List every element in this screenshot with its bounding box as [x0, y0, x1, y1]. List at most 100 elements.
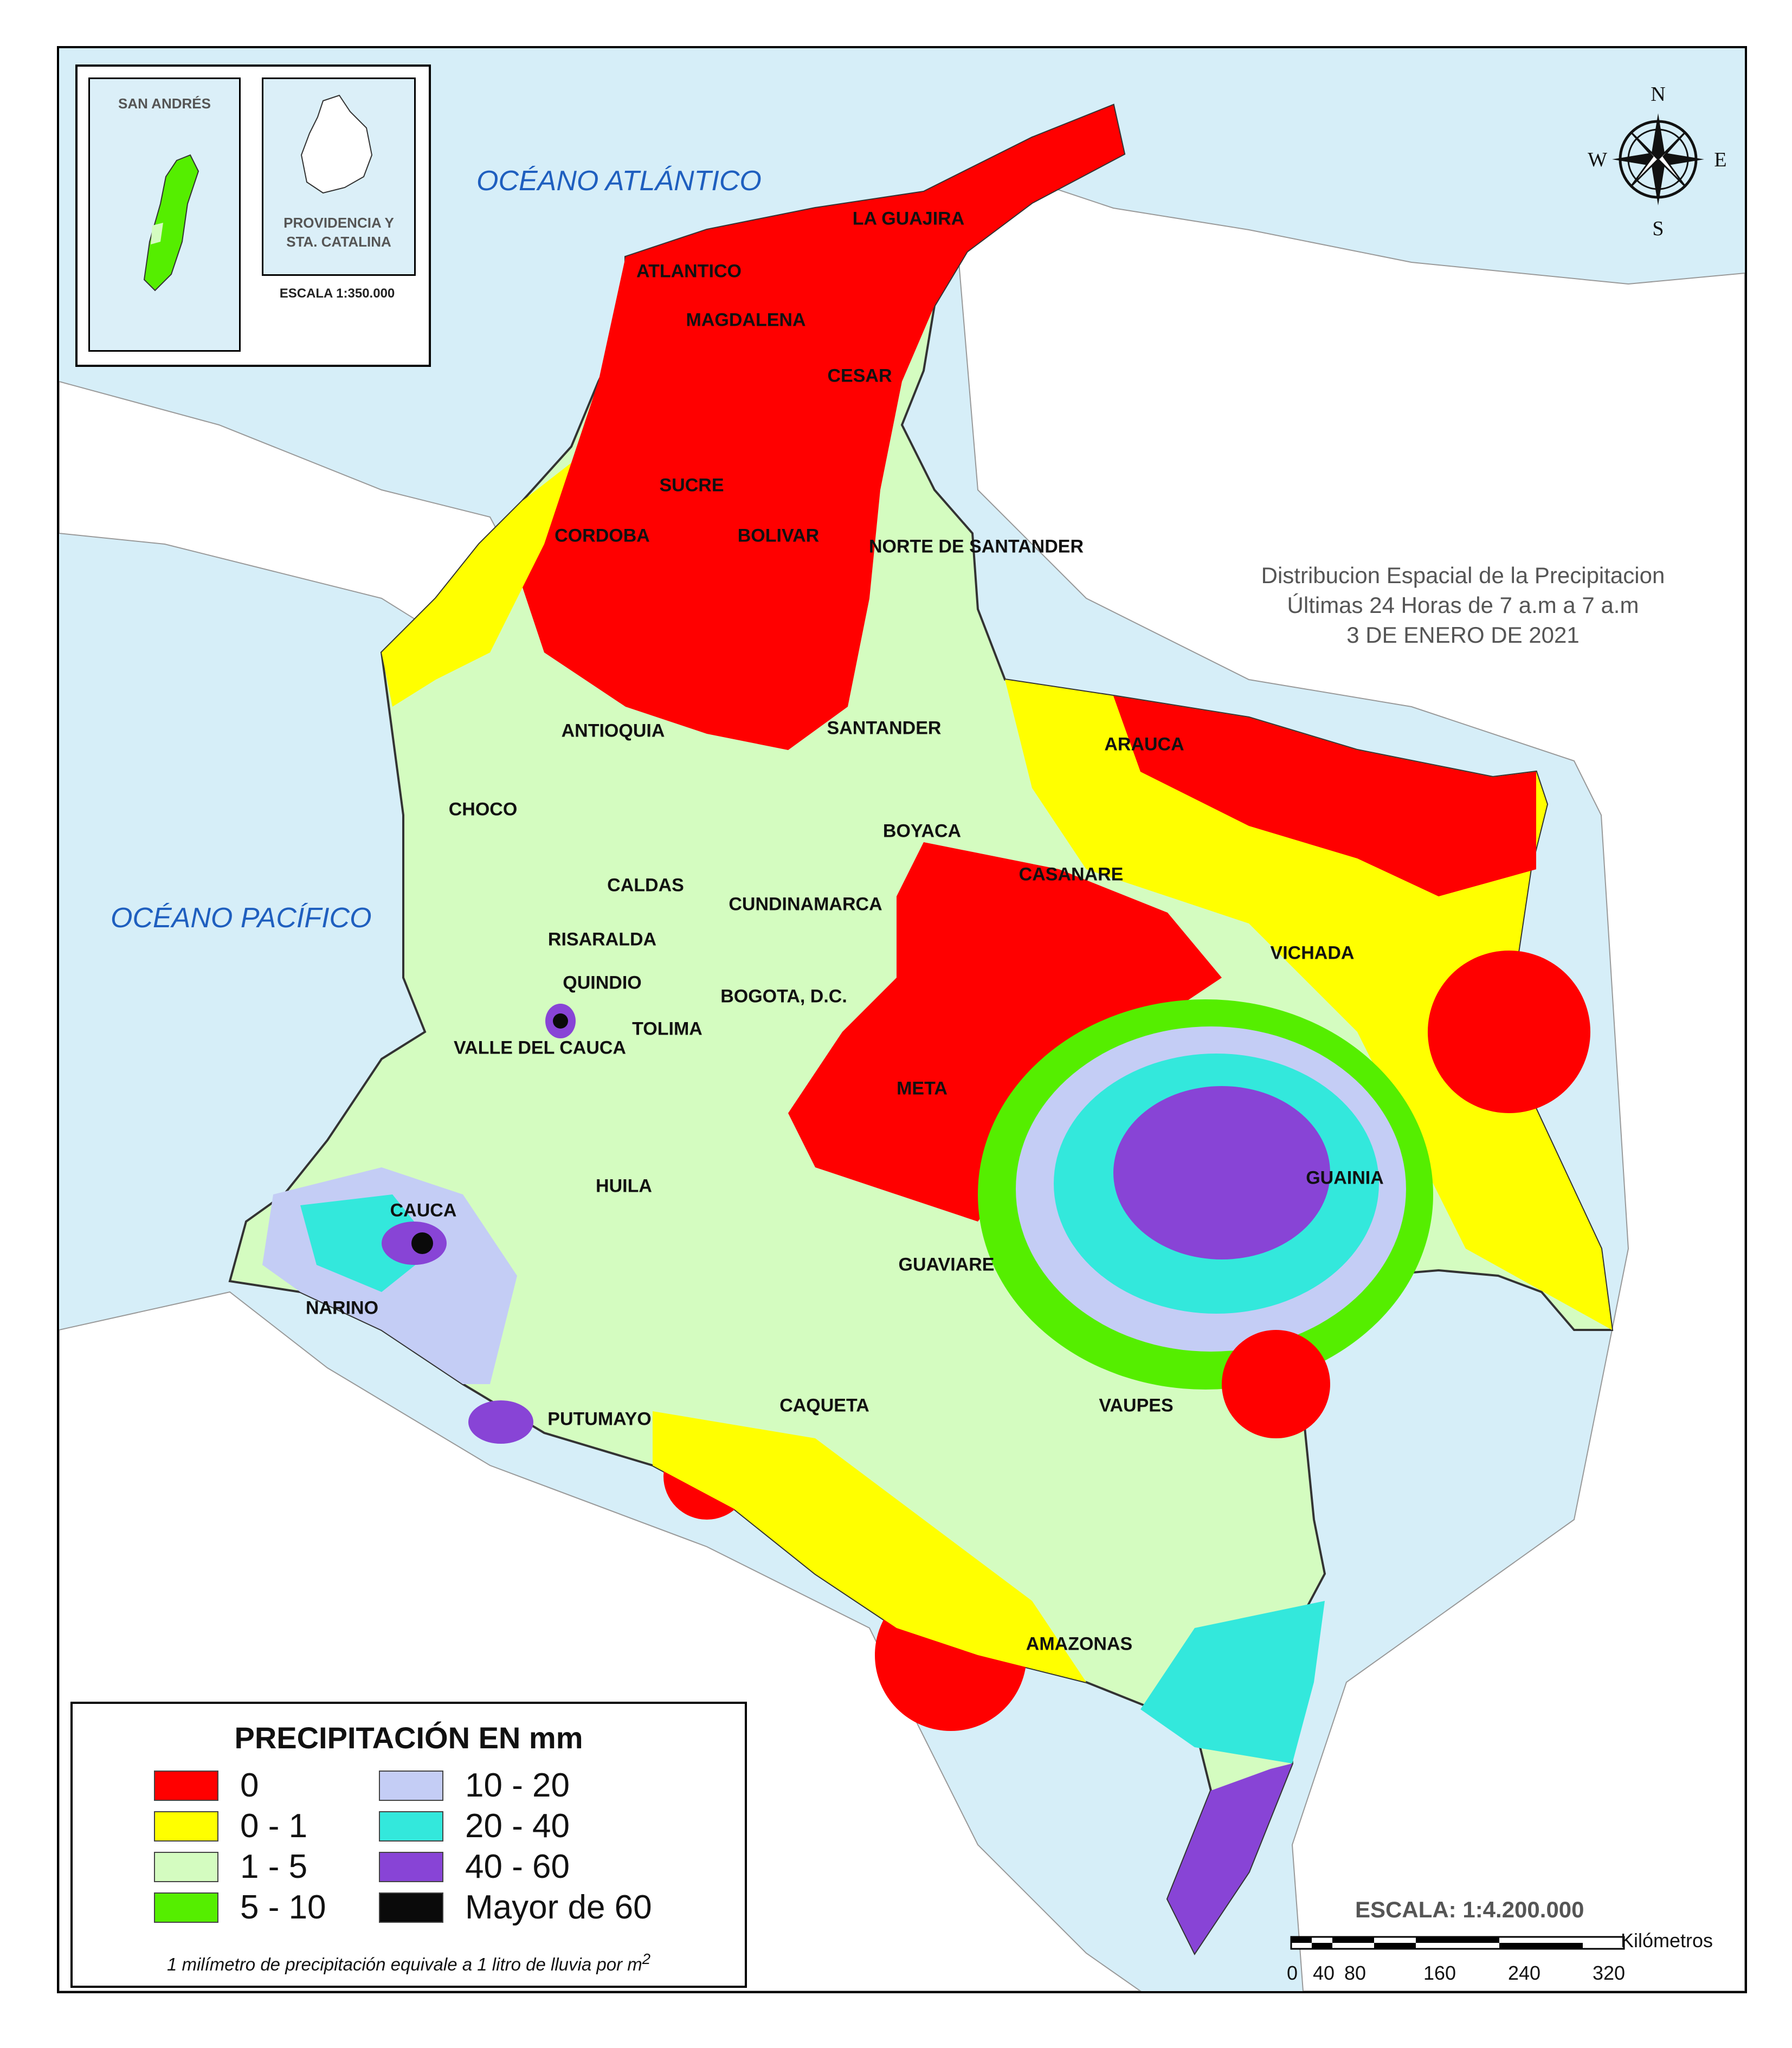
zone-black-cauca	[411, 1232, 433, 1254]
legend-label-1: 0 - 1	[240, 1807, 308, 1845]
san-andres-island	[143, 154, 199, 292]
scale-bar-seg-2	[1312, 1943, 1332, 1949]
legend-label-2: 1 - 5	[240, 1848, 308, 1885]
legend-label-3: 5 - 10	[240, 1889, 326, 1926]
legend-note-text: 1 milímetro de precipitación equivale a …	[166, 1954, 642, 1974]
inset-scale: ESCALA 1:350.000	[279, 286, 395, 301]
legend-swatch-5	[379, 1811, 443, 1842]
legend-item-1: 0 - 1	[154, 1807, 307, 1845]
dept-label-la-guajira: LA GUAJIRA	[852, 208, 965, 229]
legend-title: PRECIPITACIÓN EN mm	[234, 1721, 583, 1755]
legend-item-7: Mayor de 60	[379, 1888, 652, 1927]
legend-note-superscript: 2	[642, 1950, 651, 1967]
scale-tick-0: 0	[1286, 1962, 1298, 1984]
compass-n-label: N	[1651, 83, 1665, 106]
legend-swatch-0	[154, 1770, 218, 1801]
dept-label-valle-del-cauca: VALLE DEL CAUCA	[454, 1037, 626, 1058]
zone-yellow-south	[653, 1411, 1086, 1682]
dept-label-guaviare: GUAVIARE	[898, 1254, 995, 1275]
legend-label-4: 10 - 20	[465, 1767, 570, 1804]
dept-label-norte-de-santander: NORTE DE SANTANDER	[868, 536, 1084, 557]
atlantic-ocean-label: OCÉANO ATLÁNTICO	[476, 165, 762, 197]
dept-label-cauca: CAUCA	[390, 1200, 457, 1221]
legend-item-6: 40 - 60	[379, 1847, 570, 1886]
inset-san-andres-label: SAN ANDRÉS	[118, 95, 211, 112]
zone-cyan-amazonas	[1140, 1601, 1325, 1763]
dept-label-antioquia: ANTIOQUIA	[561, 720, 665, 741]
legend-note: 1 milímetro de precipitación equivale a …	[73, 1950, 745, 1975]
dept-label-quindio: QUINDIO	[563, 972, 642, 993]
dept-label-arauca: ARAUCA	[1104, 734, 1184, 755]
dept-label-bolivar: BOLIVAR	[737, 525, 820, 546]
scale-tick-160: 160	[1423, 1962, 1456, 1984]
dept-label-risaralda: RISARALDA	[547, 929, 657, 950]
dept-label-meta: META	[897, 1078, 947, 1099]
zone-red-north	[517, 105, 1124, 750]
zone-purple-guainia	[1113, 1086, 1330, 1259]
scale-bar-seg-4	[1374, 1943, 1416, 1949]
compass-s-label: S	[1652, 217, 1664, 240]
zone-red-meta	[788, 842, 1222, 1222]
dept-label-boyaca: BOYACA	[882, 821, 962, 842]
zone-purple-putumayo	[468, 1400, 533, 1444]
pacific-ocean-label: OCÉANO PACÍFICO	[111, 902, 372, 934]
legend-label-6: 40 - 60	[465, 1848, 570, 1885]
compass-w-label: W	[1588, 148, 1607, 171]
dept-label-vichada: VICHADA	[1270, 942, 1355, 964]
legend-label-0: 0	[240, 1767, 259, 1804]
precipitation-map	[59, 104, 1745, 1991]
zone-black-quindio	[553, 1013, 568, 1029]
scale-bar-seg-6	[1499, 1943, 1583, 1949]
dept-label-caldas: CALDAS	[607, 875, 684, 896]
legend: PRECIPITACIÓN EN mm 0 0 - 1 1 - 5 5 - 10…	[70, 1702, 747, 1988]
inset-islands: SAN ANDRÉS PROVIDENCIA Y STA. CATALINA E…	[75, 64, 431, 367]
map-title-block: Distribucion Espacial de la Precipitacio…	[1181, 560, 1745, 650]
zone-red-vaupes	[1222, 1330, 1330, 1438]
dept-label-sucre: SUCRE	[659, 475, 724, 496]
dept-label-vaupes: VAUPES	[1099, 1395, 1174, 1416]
legend-item-5: 20 - 40	[379, 1807, 570, 1845]
san-andres-island-shape	[143, 154, 199, 292]
legend-swatch-3	[154, 1892, 218, 1923]
dept-label-amazonas: AMAZONAS	[1026, 1633, 1133, 1655]
dept-label-tolima: TOLIMA	[632, 1018, 702, 1039]
dept-label-cesar: CESAR	[827, 365, 892, 386]
zone-red-arauca	[1113, 696, 1536, 896]
dept-label-guainia: GUAINIA	[1306, 1167, 1384, 1188]
legend-item-0: 0	[154, 1766, 259, 1805]
scale-tick-80: 80	[1344, 1962, 1366, 1984]
dept-label-narino: NARINO	[305, 1297, 379, 1319]
scale-tick-320: 320	[1592, 1962, 1626, 1984]
dept-label-choco: CHOCO	[448, 799, 518, 820]
zone-purple-amazonas	[1168, 1763, 1292, 1953]
compass-rose-icon: N S E W	[1588, 83, 1727, 240]
san-andres-island-patch	[151, 223, 163, 244]
compass-e-label: E	[1714, 148, 1726, 171]
legend-swatch-1	[154, 1811, 218, 1842]
dept-label-caqueta: CAQUETA	[779, 1395, 869, 1416]
zone-yellow-coast	[382, 463, 571, 707]
legend-swatch-7	[379, 1892, 443, 1923]
legend-item-3: 5 - 10	[154, 1888, 326, 1927]
map-frame: OCÉANO ATLÁNTICO OCÉANO PACÍFICO LA GUAJ…	[57, 46, 1747, 1993]
scale-bar-seg-1	[1291, 1937, 1312, 1943]
legend-swatch-2	[154, 1851, 218, 1882]
title-line-3: 3 DE ENERO DE 2021	[1346, 622, 1580, 648]
dept-label-putumayo: PUTUMAYO	[547, 1409, 652, 1430]
title-line-2: Últimas 24 Horas de 7 a.m a 7 a.m	[1287, 592, 1639, 618]
title-line-1: Distribucion Espacial de la Precipitacio…	[1261, 563, 1665, 588]
land-venezuela	[955, 180, 1745, 1991]
providencia-island	[300, 94, 373, 194]
dept-label-bogota: BOGOTA, D.C.	[720, 986, 847, 1007]
zone-cyan-nariño	[300, 1194, 436, 1292]
scale-tick-40: 40	[1312, 1962, 1335, 1984]
dept-label-cordoba: CORDOBA	[555, 525, 650, 546]
legend-item-4: 10 - 20	[379, 1766, 570, 1805]
dept-label-atlantico: ATLANTICO	[636, 261, 742, 282]
scale-bar-seg-5	[1416, 1937, 1499, 1943]
dept-label-casanare: CASANARE	[1019, 864, 1124, 885]
legend-item-2: 1 - 5	[154, 1847, 307, 1886]
dept-label-cundinamarca: CUNDINAMARCA	[729, 894, 882, 915]
inset-providencia: PROVIDENCIA Y STA. CATALINA	[262, 77, 416, 276]
scale-bar-seg-3	[1332, 1937, 1374, 1943]
